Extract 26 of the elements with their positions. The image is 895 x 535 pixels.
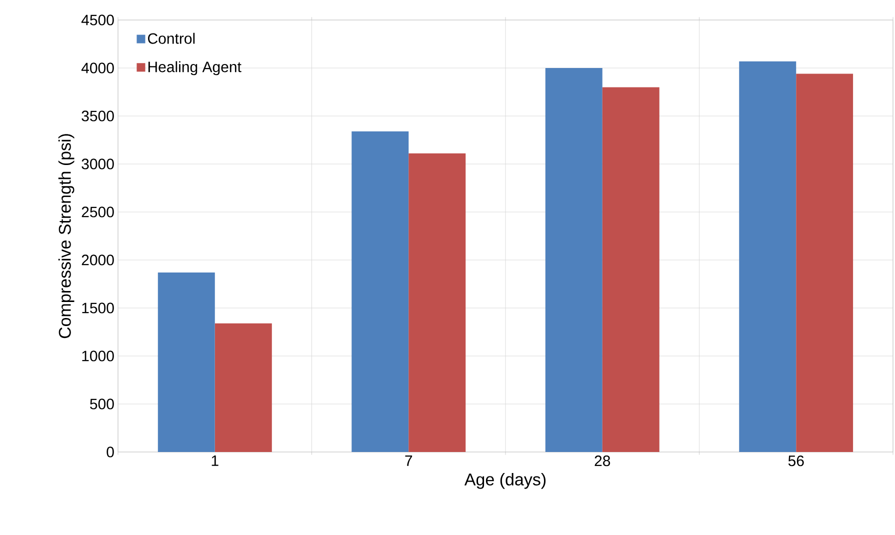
bar [158, 272, 215, 452]
x-tick-label: 28 [594, 456, 610, 466]
bar [739, 61, 796, 452]
y-tick-label: 3500 [82, 110, 114, 122]
bar [214, 323, 272, 452]
bar [352, 131, 409, 452]
legend-label: Healing Agent [148, 61, 242, 76]
legend-label: Control [148, 32, 195, 44]
x-tick-label: 7 [405, 456, 412, 466]
y-tick-label: 1000 [82, 350, 114, 362]
y-tick-label: 4500 [81, 14, 114, 26]
bar [545, 68, 602, 452]
y-tick-label: 1500 [82, 302, 114, 314]
y-tick-label: 4000 [81, 62, 114, 74]
y-tick-label: 0 [106, 446, 114, 458]
y-tick-label: 3000 [82, 158, 114, 170]
bar [796, 74, 854, 452]
x-tick-label: 56 [788, 456, 804, 466]
y-tick-label: 500 [90, 398, 114, 410]
x-axis-title: Age (days) [464, 473, 546, 489]
bar [408, 153, 466, 452]
y-axis-title: Compressive Strength (psi) [58, 134, 74, 338]
y-tick-label: 2000 [82, 254, 114, 266]
y-tick-label: 2500 [82, 206, 114, 218]
x-tick-label: 1 [212, 456, 218, 466]
bar [602, 87, 660, 452]
